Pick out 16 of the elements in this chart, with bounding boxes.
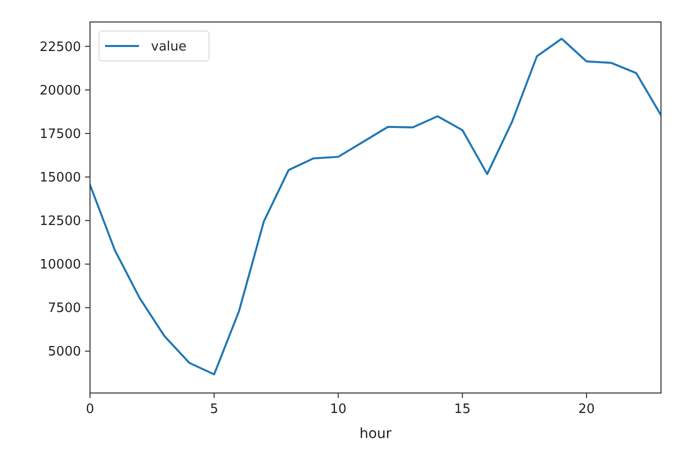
y-tick-label: 10000 [40,258,81,273]
y-tick-label: 5000 [48,344,81,360]
y-tick-label: 15000 [40,170,81,186]
x-tick-label: 20 [578,402,595,417]
legend-label: value [151,40,187,55]
x-tick-label: 5 [210,402,218,417]
y-tick-label: 12500 [40,214,81,230]
x-axis-title: hour [359,426,392,442]
x-tick-label: 0 [86,402,94,417]
y-tick-label: 7500 [48,301,81,316]
x-tick-label: 10 [330,402,347,417]
y-tick-label: 20000 [40,83,81,98]
x-tick-label: 15 [454,402,471,417]
line-series [90,38,661,376]
y-tick-label: 17500 [40,127,81,142]
y-tick-label: 22500 [40,40,81,55]
